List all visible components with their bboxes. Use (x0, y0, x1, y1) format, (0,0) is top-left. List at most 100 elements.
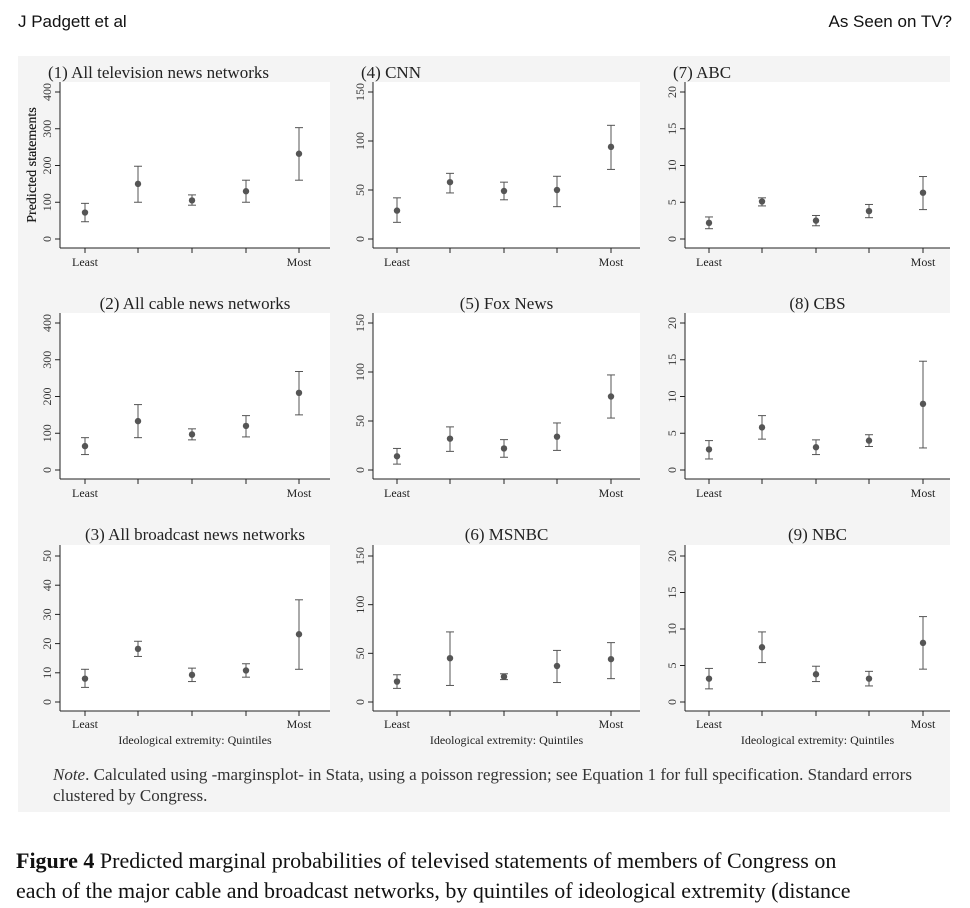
caption-line-1: Figure 4 Predicted marginal probabilitie… (16, 846, 966, 876)
panel-2-y-tick-label: 400 (40, 314, 54, 332)
panel-8-y-tick-label: 10 (665, 391, 679, 403)
panel-6-y-tick-label: 50 (353, 647, 367, 659)
panel-5-point (553, 433, 561, 440)
panel-3-y-tick-label: 10 (40, 667, 54, 679)
caption-line-2: each of the major cable and broadcast ne… (16, 878, 851, 903)
panel-8-y-tick-label: 20 (665, 317, 679, 329)
panel-1-point (188, 197, 196, 204)
panel-3-x-tick-least: Least (72, 717, 99, 731)
note-text: . Calculated using -marginsplot- in Stat… (53, 765, 912, 805)
panel-4-y-tick-label: 0 (353, 236, 367, 242)
panel-3-point (188, 671, 196, 679)
panel-7-y-tick-label: 20 (665, 86, 679, 98)
panel-6-point (500, 673, 508, 680)
panel-9-y-tick-label: 0 (665, 699, 679, 705)
panel-2-y-tick-label: 0 (40, 467, 54, 473)
panel-7-point (865, 207, 873, 215)
panel-2-point (242, 422, 250, 430)
panel-4-plot-area (373, 82, 640, 248)
panel-2-point (188, 431, 196, 438)
panel-6-plot-area (373, 545, 640, 711)
panel-5-x-tick-least: Least (384, 486, 411, 500)
panel-9-plot-area (685, 545, 950, 711)
panel-7-point (919, 189, 927, 196)
panel-4-point (393, 207, 401, 214)
panel-6-title: (6) MSNBC (465, 525, 549, 544)
panel-9-point (812, 671, 820, 678)
panel-6-x-tick-most: Most (599, 717, 624, 731)
panel-4-point (446, 178, 454, 186)
panel-4-title: (4) CNN (361, 63, 421, 82)
panel-1-point (134, 180, 142, 188)
panel-3-x-tick-most: Most (287, 717, 312, 731)
panel-8-plot-area (685, 313, 950, 479)
panel-1-point (81, 209, 89, 216)
panel-6-y-tick-label: 150 (353, 547, 367, 565)
panel-3-point (242, 667, 250, 674)
panel-3-point (81, 675, 89, 682)
panel-9-title: (9) NBC (788, 525, 847, 544)
panel-5-point (393, 453, 401, 460)
panel-1-x-tick-least: Least (72, 255, 99, 269)
panel-9-x-tick-least: Least (696, 717, 723, 731)
panel-8-x-tick-most: Most (911, 486, 936, 500)
panel-8-y-tick-label: 5 (665, 430, 679, 436)
panel-2-title: (2) All cable news networks (100, 294, 291, 313)
panel-7-title: (7) ABC (673, 63, 731, 82)
panel-6-point (553, 662, 561, 670)
panel-9-y-tick-label: 5 (665, 663, 679, 669)
caption-label: Figure 4 (16, 848, 95, 873)
panel-8-x-tick-least: Least (696, 486, 723, 500)
panel-2-x-tick-least: Least (72, 486, 99, 500)
panel-3-y-tick-label: 50 (40, 550, 54, 562)
panel-7-y-tick-label: 15 (665, 123, 679, 135)
panel-7-y-tick-label: 0 (665, 236, 679, 242)
panel-2-plot-area (60, 313, 330, 479)
panel-5-point (500, 445, 508, 452)
panel-8-y-tick-label: 15 (665, 354, 679, 366)
panel-4-x-tick-least: Least (384, 255, 411, 269)
panel-1-y-tick-label: 400 (40, 83, 54, 101)
panel-9-y-tick-label: 20 (665, 550, 679, 562)
panel-1-y-tick-label: 200 (40, 157, 54, 175)
panel-1-point (242, 188, 250, 195)
panel-4-point (500, 187, 508, 195)
panel-7-y-tick-label: 10 (665, 160, 679, 172)
panel-8-y-tick-label: 0 (665, 467, 679, 473)
panel-9-point (865, 675, 873, 682)
figure-note: Note. Calculated using -marginsplot- in … (53, 764, 953, 806)
panel-6-point (393, 678, 401, 685)
caption-text-1: Predicted marginal probabilities of tele… (94, 848, 837, 873)
panel-9-x-label: Ideological extremity: Quintiles (741, 733, 895, 747)
figure-caption: Figure 4 Predicted marginal probabilitie… (16, 846, 966, 906)
panel-5-plot-area (373, 313, 640, 479)
running-header-author: J Padgett et al (18, 12, 127, 31)
panel-5-point (607, 393, 615, 400)
panel-4-y-label: Predicted statements (25, 107, 40, 222)
panel-2-y-tick-label: 200 (40, 388, 54, 406)
panel-3-y-tick-label: 0 (40, 699, 54, 705)
panel-3-y-tick-label: 20 (40, 638, 54, 650)
panel-5-y-tick-label: 50 (353, 415, 367, 427)
panel-2-point (134, 417, 142, 425)
panel-1-title: (1) All television news networks (48, 63, 269, 82)
panel-2-x-tick-most: Most (287, 486, 312, 500)
panel-7-x-tick-least: Least (696, 255, 723, 269)
panel-7-y-label: Predicted statements (25, 107, 40, 222)
panel-5-title: (5) Fox News (460, 294, 554, 313)
panel-5-point (446, 435, 454, 442)
panel-2-point (81, 442, 89, 450)
panel-3-x-label: Ideological extremity: Quintiles (118, 733, 272, 747)
panel-9-point (705, 675, 713, 682)
panel-8-point (705, 446, 713, 453)
panel-5-y-tick-label: 0 (353, 467, 367, 473)
panel-2-point (295, 389, 303, 397)
panel-1-y-tick-label: 300 (40, 120, 54, 138)
panel-2-y-tick-label: 100 (40, 424, 54, 442)
panel-1-x-tick-most: Most (287, 255, 312, 269)
panel-4-point (607, 143, 615, 151)
panel-1-point (295, 150, 303, 157)
panel-8-point (919, 400, 927, 408)
panel-8-point (812, 444, 820, 451)
